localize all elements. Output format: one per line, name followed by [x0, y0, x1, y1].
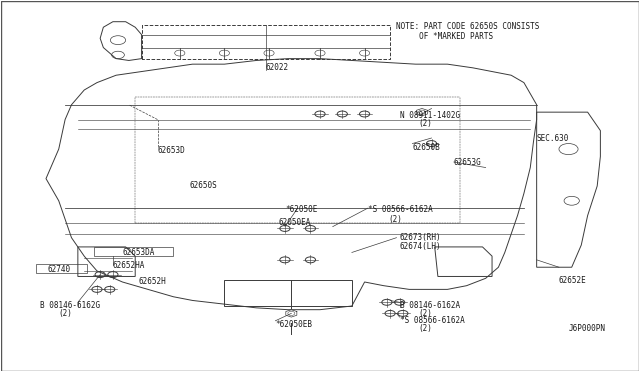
- Text: 62653DA: 62653DA: [122, 248, 155, 257]
- Text: 62653G: 62653G: [454, 157, 481, 167]
- Text: (2): (2): [388, 215, 402, 224]
- Text: (2): (2): [59, 309, 72, 318]
- Text: *S 08566-6162A: *S 08566-6162A: [399, 316, 465, 325]
- Text: 62740: 62740: [48, 264, 71, 273]
- Text: J6P000PN: J6P000PN: [568, 324, 605, 333]
- Text: 62673(RH): 62673(RH): [399, 233, 441, 242]
- Text: 62650B: 62650B: [412, 143, 440, 152]
- Text: SEC.630: SEC.630: [537, 134, 569, 142]
- Text: B 08146-6162G: B 08146-6162G: [40, 301, 100, 311]
- Text: *62050EB: *62050EB: [275, 320, 312, 329]
- Text: *S 08566-6162A: *S 08566-6162A: [368, 205, 433, 215]
- Text: (2): (2): [419, 119, 433, 128]
- Text: (2): (2): [419, 324, 433, 333]
- Text: *62050E: *62050E: [285, 205, 317, 215]
- Text: 62674(LH): 62674(LH): [399, 243, 441, 251]
- Text: 62652H: 62652H: [138, 278, 166, 286]
- Text: 62650S: 62650S: [189, 182, 217, 190]
- Text: NOTE: PART CODE 62650S CONSISTS
     OF *MARKED PARTS: NOTE: PART CODE 62650S CONSISTS OF *MARK…: [396, 22, 540, 41]
- Text: B 08146-6162A: B 08146-6162A: [399, 301, 460, 311]
- Text: 62652E: 62652E: [559, 276, 587, 285]
- Text: 62653D: 62653D: [157, 147, 185, 155]
- Text: (2): (2): [419, 309, 433, 318]
- Text: 62050EA: 62050EA: [278, 218, 311, 227]
- Text: 62652HA: 62652HA: [113, 261, 145, 270]
- Text: N 08911-1402G: N 08911-1402G: [399, 111, 460, 121]
- Text: 62022: 62022: [266, 63, 289, 72]
